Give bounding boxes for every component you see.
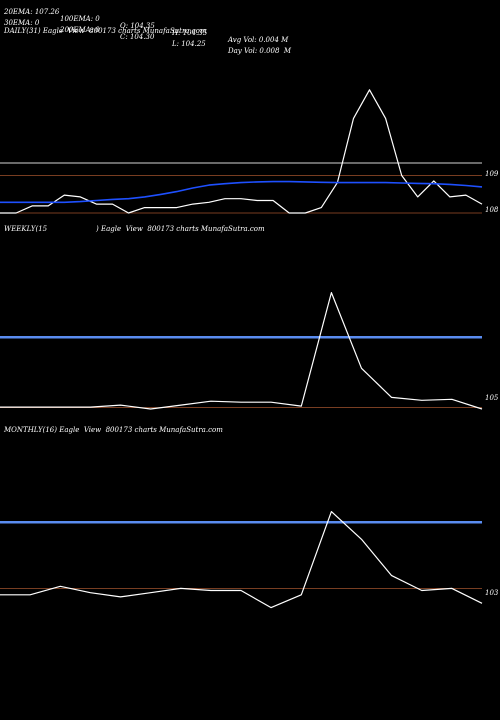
monthly-chart-title: MONTHLY(16) Eagle View 800173 charts Mun…	[4, 426, 223, 434]
indicator-row-1: 20EMA: 107.26 100EMA: 0 O: 104.35 H: 104…	[4, 2, 288, 44]
ema20-label: 20EMA: 107.26	[4, 8, 60, 16]
weekly-chart-title: WEEKLY(15 ) Eagle View 800173 charts Mun…	[4, 225, 265, 233]
daily-price-line	[0, 89, 483, 214]
open-label: O: 104.35	[120, 22, 155, 30]
daily-y-tick-0: 109	[485, 170, 499, 178]
daily-chart-title: DAILY(31) Eagle View 800173 charts Munaf…	[4, 27, 207, 35]
indicator-row-2: 30EMA: 0 200EMA: 0 C: 104.30 L: 104.25 D…	[4, 13, 291, 55]
monthly-y-tick-0: 103	[485, 589, 499, 597]
low-label: L: 104.25	[172, 40, 206, 48]
monthly-price-line	[0, 511, 483, 609]
high-label: H: 104.35	[172, 29, 208, 37]
ema200-label: 200EMA: 0	[60, 26, 100, 34]
ema100-label: 100EMA: 0	[60, 15, 100, 23]
ema30-label: 30EMA: 0	[4, 19, 40, 27]
close-label: C: 104.30	[120, 33, 155, 41]
day-vol-label: Day Vol: 0.008 M	[228, 47, 292, 55]
avg-vol-label: Avg Vol: 0.004 M	[228, 36, 289, 44]
daily-y-tick-1: 108	[485, 206, 499, 214]
weekly-y-tick-0: 105	[485, 394, 499, 402]
daily-ema-line	[0, 180, 483, 204]
weekly-price-line	[0, 292, 483, 410]
